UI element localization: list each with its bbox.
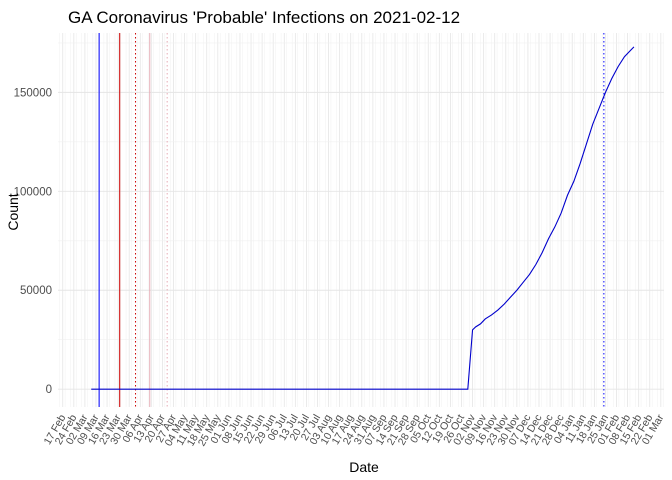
y-tick-label: 50000 (20, 285, 52, 297)
x-axis-title: Date (349, 459, 379, 475)
reference-lines (98, 33, 605, 407)
grid (58, 33, 664, 407)
series-layer (91, 46, 635, 390)
y-tick-label: 0 (46, 384, 52, 396)
y-axis-ticks: 0 50000 100000 150000 (14, 87, 52, 396)
y-tick-label: 150000 (14, 87, 52, 99)
y-tick-label: 100000 (14, 186, 52, 198)
y-axis-title: Count (5, 193, 21, 230)
series-line (91, 46, 635, 390)
chart-title: GA Coronavirus 'Probable' Infections on … (68, 8, 460, 27)
